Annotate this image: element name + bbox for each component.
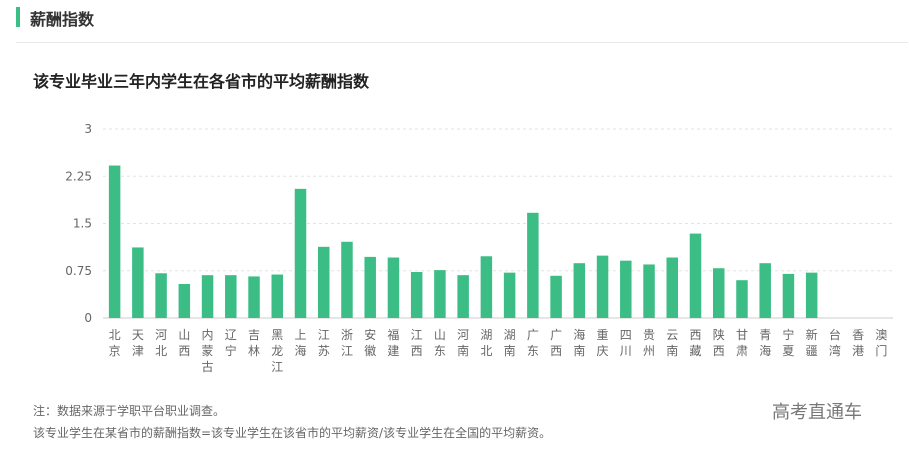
x-tick-label: 香港 bbox=[852, 328, 864, 358]
y-tick-label: 1.5 bbox=[73, 217, 92, 231]
x-tick-label: 青海 bbox=[759, 328, 771, 358]
bar-浙江 bbox=[341, 241, 353, 318]
footnote-definition: 该专业学生在某省市的薪酬指数=该专业学生在该省市的平均薪资/该专业学生在全国的平… bbox=[33, 426, 552, 440]
bar-吉林 bbox=[248, 276, 260, 318]
bar-山西 bbox=[178, 283, 191, 318]
x-tick-label: 澳门 bbox=[875, 328, 887, 358]
y-tick-label: 3 bbox=[84, 122, 92, 136]
x-tick-label: 河南 bbox=[457, 328, 469, 358]
bar-青海 bbox=[759, 263, 771, 318]
x-tick-label: 台湾 bbox=[829, 327, 841, 358]
bar-广东 bbox=[527, 212, 539, 318]
x-tick-label: 北京 bbox=[109, 328, 121, 358]
x-tick-label: 陕西 bbox=[713, 327, 725, 358]
x-tick-label: 西藏 bbox=[689, 328, 701, 358]
x-tick-label: 云南 bbox=[666, 328, 678, 358]
chart-title: 该专业毕业三年内学生在各省市的平均薪酬指数 bbox=[33, 72, 370, 91]
footnote-source: 注：数据来源于学职平台职业调查。 bbox=[33, 404, 226, 418]
bar-江苏 bbox=[317, 246, 330, 318]
bar-云南 bbox=[666, 257, 679, 318]
x-tick-label: 山东 bbox=[434, 328, 446, 358]
bar-福建 bbox=[387, 257, 400, 318]
section-header: 薪酬指数 bbox=[0, 0, 909, 42]
bar-天津 bbox=[132, 247, 144, 318]
x-tick-label: 福建 bbox=[387, 327, 399, 358]
x-tick-label: 广西 bbox=[550, 328, 562, 358]
bar-海南 bbox=[573, 263, 586, 318]
bar-西藏 bbox=[689, 233, 702, 318]
bar-湖南 bbox=[503, 272, 516, 318]
x-tick-label: 海南 bbox=[573, 327, 585, 358]
bar-河北 bbox=[155, 273, 167, 318]
x-tick-label: 河北 bbox=[155, 328, 167, 358]
x-tick-label: 辽宁 bbox=[225, 328, 237, 358]
bar-重庆 bbox=[596, 255, 609, 318]
bar-内蒙古 bbox=[201, 275, 214, 318]
x-tick-label: 四川 bbox=[620, 328, 632, 358]
bar-陕西 bbox=[712, 268, 725, 318]
x-tick-label: 宁夏 bbox=[782, 327, 794, 358]
bar-湖北 bbox=[480, 256, 493, 318]
section-title: 薪酬指数 bbox=[30, 10, 95, 29]
x-tick-label: 山西 bbox=[178, 328, 190, 358]
bar-新疆 bbox=[805, 272, 818, 318]
y-tick-label: 0 bbox=[84, 311, 92, 325]
bar-河南 bbox=[457, 275, 469, 318]
y-tick-label: 2.25 bbox=[65, 169, 92, 183]
bar-上海 bbox=[294, 188, 307, 318]
bar-贵州 bbox=[643, 264, 655, 318]
x-tick-label: 江苏 bbox=[318, 328, 330, 358]
x-tick-label: 天津 bbox=[132, 328, 144, 358]
bar-广西 bbox=[550, 275, 562, 318]
section-accent-bar bbox=[16, 7, 20, 27]
x-tick-label: 贵州 bbox=[643, 328, 655, 358]
x-tick-label: 黑龙江 bbox=[271, 328, 283, 374]
bar-甘肃 bbox=[736, 280, 748, 318]
x-tick-label: 浙江 bbox=[341, 328, 353, 358]
brand-watermark: 高考直通车 bbox=[772, 402, 862, 423]
x-tick-label: 吉林 bbox=[248, 328, 260, 358]
bar-山东 bbox=[434, 270, 446, 318]
x-tick-label: 湖南 bbox=[504, 327, 516, 358]
x-tick-label: 湖北 bbox=[480, 327, 492, 358]
bar-安徽 bbox=[364, 256, 376, 318]
x-tick-label: 广东 bbox=[527, 328, 539, 358]
x-tick-label: 江西 bbox=[411, 328, 423, 358]
y-tick-label: 0.75 bbox=[65, 264, 92, 278]
bar-辽宁 bbox=[225, 275, 237, 318]
x-tick-label: 重庆 bbox=[597, 328, 609, 358]
x-tick-label: 上海 bbox=[294, 328, 306, 358]
bar-北京 bbox=[108, 165, 121, 318]
bar-黑龙江 bbox=[271, 274, 284, 318]
header-divider bbox=[16, 42, 908, 43]
bar-宁夏 bbox=[782, 273, 795, 318]
bar-江西 bbox=[410, 272, 423, 318]
x-tick-label: 新疆 bbox=[806, 327, 818, 358]
x-tick-label: 内蒙古 bbox=[202, 328, 214, 374]
x-tick-label: 甘肃 bbox=[736, 328, 748, 358]
x-tick-label: 安徽 bbox=[364, 327, 376, 358]
bar-四川 bbox=[620, 260, 632, 318]
